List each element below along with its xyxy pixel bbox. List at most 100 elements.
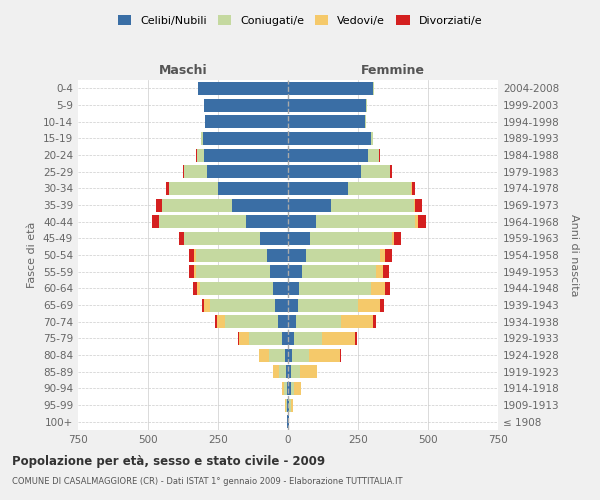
Bar xyxy=(204,98,288,112)
Bar xyxy=(209,298,275,312)
Bar xyxy=(288,148,368,162)
Text: Maschi: Maschi xyxy=(158,64,208,76)
Bar xyxy=(299,282,371,295)
Bar xyxy=(300,365,317,378)
Bar xyxy=(200,282,272,295)
Bar xyxy=(288,165,361,178)
Bar xyxy=(298,298,358,312)
Bar xyxy=(288,82,373,95)
Bar xyxy=(288,182,348,195)
Bar xyxy=(288,248,306,262)
Bar xyxy=(249,332,283,345)
Bar xyxy=(193,282,197,295)
Bar xyxy=(278,315,288,328)
Bar xyxy=(204,298,209,312)
Bar xyxy=(203,132,288,145)
Bar xyxy=(293,332,322,345)
Bar xyxy=(152,215,158,228)
Bar xyxy=(288,332,293,345)
Bar xyxy=(288,365,292,378)
Bar xyxy=(279,365,286,378)
Bar xyxy=(373,315,376,328)
Bar xyxy=(294,382,301,395)
Bar xyxy=(290,398,293,411)
Bar xyxy=(306,248,380,262)
Bar xyxy=(270,265,288,278)
Bar xyxy=(284,382,287,395)
Bar xyxy=(207,165,288,178)
Bar xyxy=(414,198,415,211)
Bar xyxy=(310,232,392,245)
Bar xyxy=(385,248,392,262)
Bar xyxy=(288,298,298,312)
Bar xyxy=(286,365,288,378)
Text: Popolazione per età, sesso e stato civile - 2009: Popolazione per età, sesso e stato civil… xyxy=(12,455,325,468)
Bar xyxy=(361,165,390,178)
Bar xyxy=(412,182,415,195)
Bar xyxy=(287,382,288,395)
Bar xyxy=(355,332,356,345)
Bar xyxy=(183,165,184,178)
Bar xyxy=(246,215,288,228)
Bar xyxy=(288,348,292,362)
Bar xyxy=(286,398,287,411)
Bar xyxy=(288,398,289,411)
Bar xyxy=(166,182,169,195)
Bar xyxy=(292,348,309,362)
Bar xyxy=(239,332,249,345)
Bar xyxy=(348,182,411,195)
Bar xyxy=(238,332,239,345)
Bar xyxy=(267,248,288,262)
Bar xyxy=(196,248,267,262)
Bar xyxy=(197,148,204,162)
Bar xyxy=(218,182,288,195)
Bar xyxy=(380,298,384,312)
Bar xyxy=(302,265,376,278)
Bar xyxy=(288,315,296,328)
Bar xyxy=(340,348,341,362)
Bar xyxy=(288,98,367,112)
Bar xyxy=(184,232,260,245)
Bar xyxy=(358,298,380,312)
Bar xyxy=(201,132,203,145)
Bar xyxy=(288,282,299,295)
Bar xyxy=(194,265,196,278)
Bar xyxy=(292,365,300,378)
Y-axis label: Fasce di età: Fasce di età xyxy=(28,222,37,288)
Bar xyxy=(194,248,196,262)
Bar xyxy=(156,198,162,211)
Bar xyxy=(169,182,218,195)
Text: Femmine: Femmine xyxy=(361,64,425,76)
Bar xyxy=(371,282,385,295)
Bar xyxy=(179,232,184,245)
Bar xyxy=(272,282,288,295)
Bar xyxy=(282,382,284,395)
Bar xyxy=(380,248,385,262)
Bar xyxy=(309,348,340,362)
Bar xyxy=(394,232,401,245)
Bar xyxy=(371,132,373,145)
Bar xyxy=(225,315,278,328)
Bar xyxy=(288,132,371,145)
Bar xyxy=(197,282,200,295)
Bar xyxy=(188,248,194,262)
Bar xyxy=(162,198,232,211)
Bar xyxy=(376,265,383,278)
Legend: Celibi/Nubili, Coniugati/e, Vedovi/e, Divorziati/e: Celibi/Nubili, Coniugati/e, Vedovi/e, Di… xyxy=(113,10,487,30)
Bar xyxy=(232,198,288,211)
Bar xyxy=(291,382,294,395)
Bar xyxy=(283,332,288,345)
Bar xyxy=(341,315,373,328)
Bar xyxy=(159,215,246,228)
Bar xyxy=(288,215,316,228)
Bar xyxy=(385,282,389,295)
Bar xyxy=(204,148,288,162)
Bar xyxy=(322,332,355,345)
Bar xyxy=(392,232,394,245)
Bar xyxy=(331,198,414,211)
Bar xyxy=(273,365,279,378)
Bar xyxy=(184,165,207,178)
Bar xyxy=(288,232,310,245)
Bar xyxy=(259,348,269,362)
Bar xyxy=(415,198,422,211)
